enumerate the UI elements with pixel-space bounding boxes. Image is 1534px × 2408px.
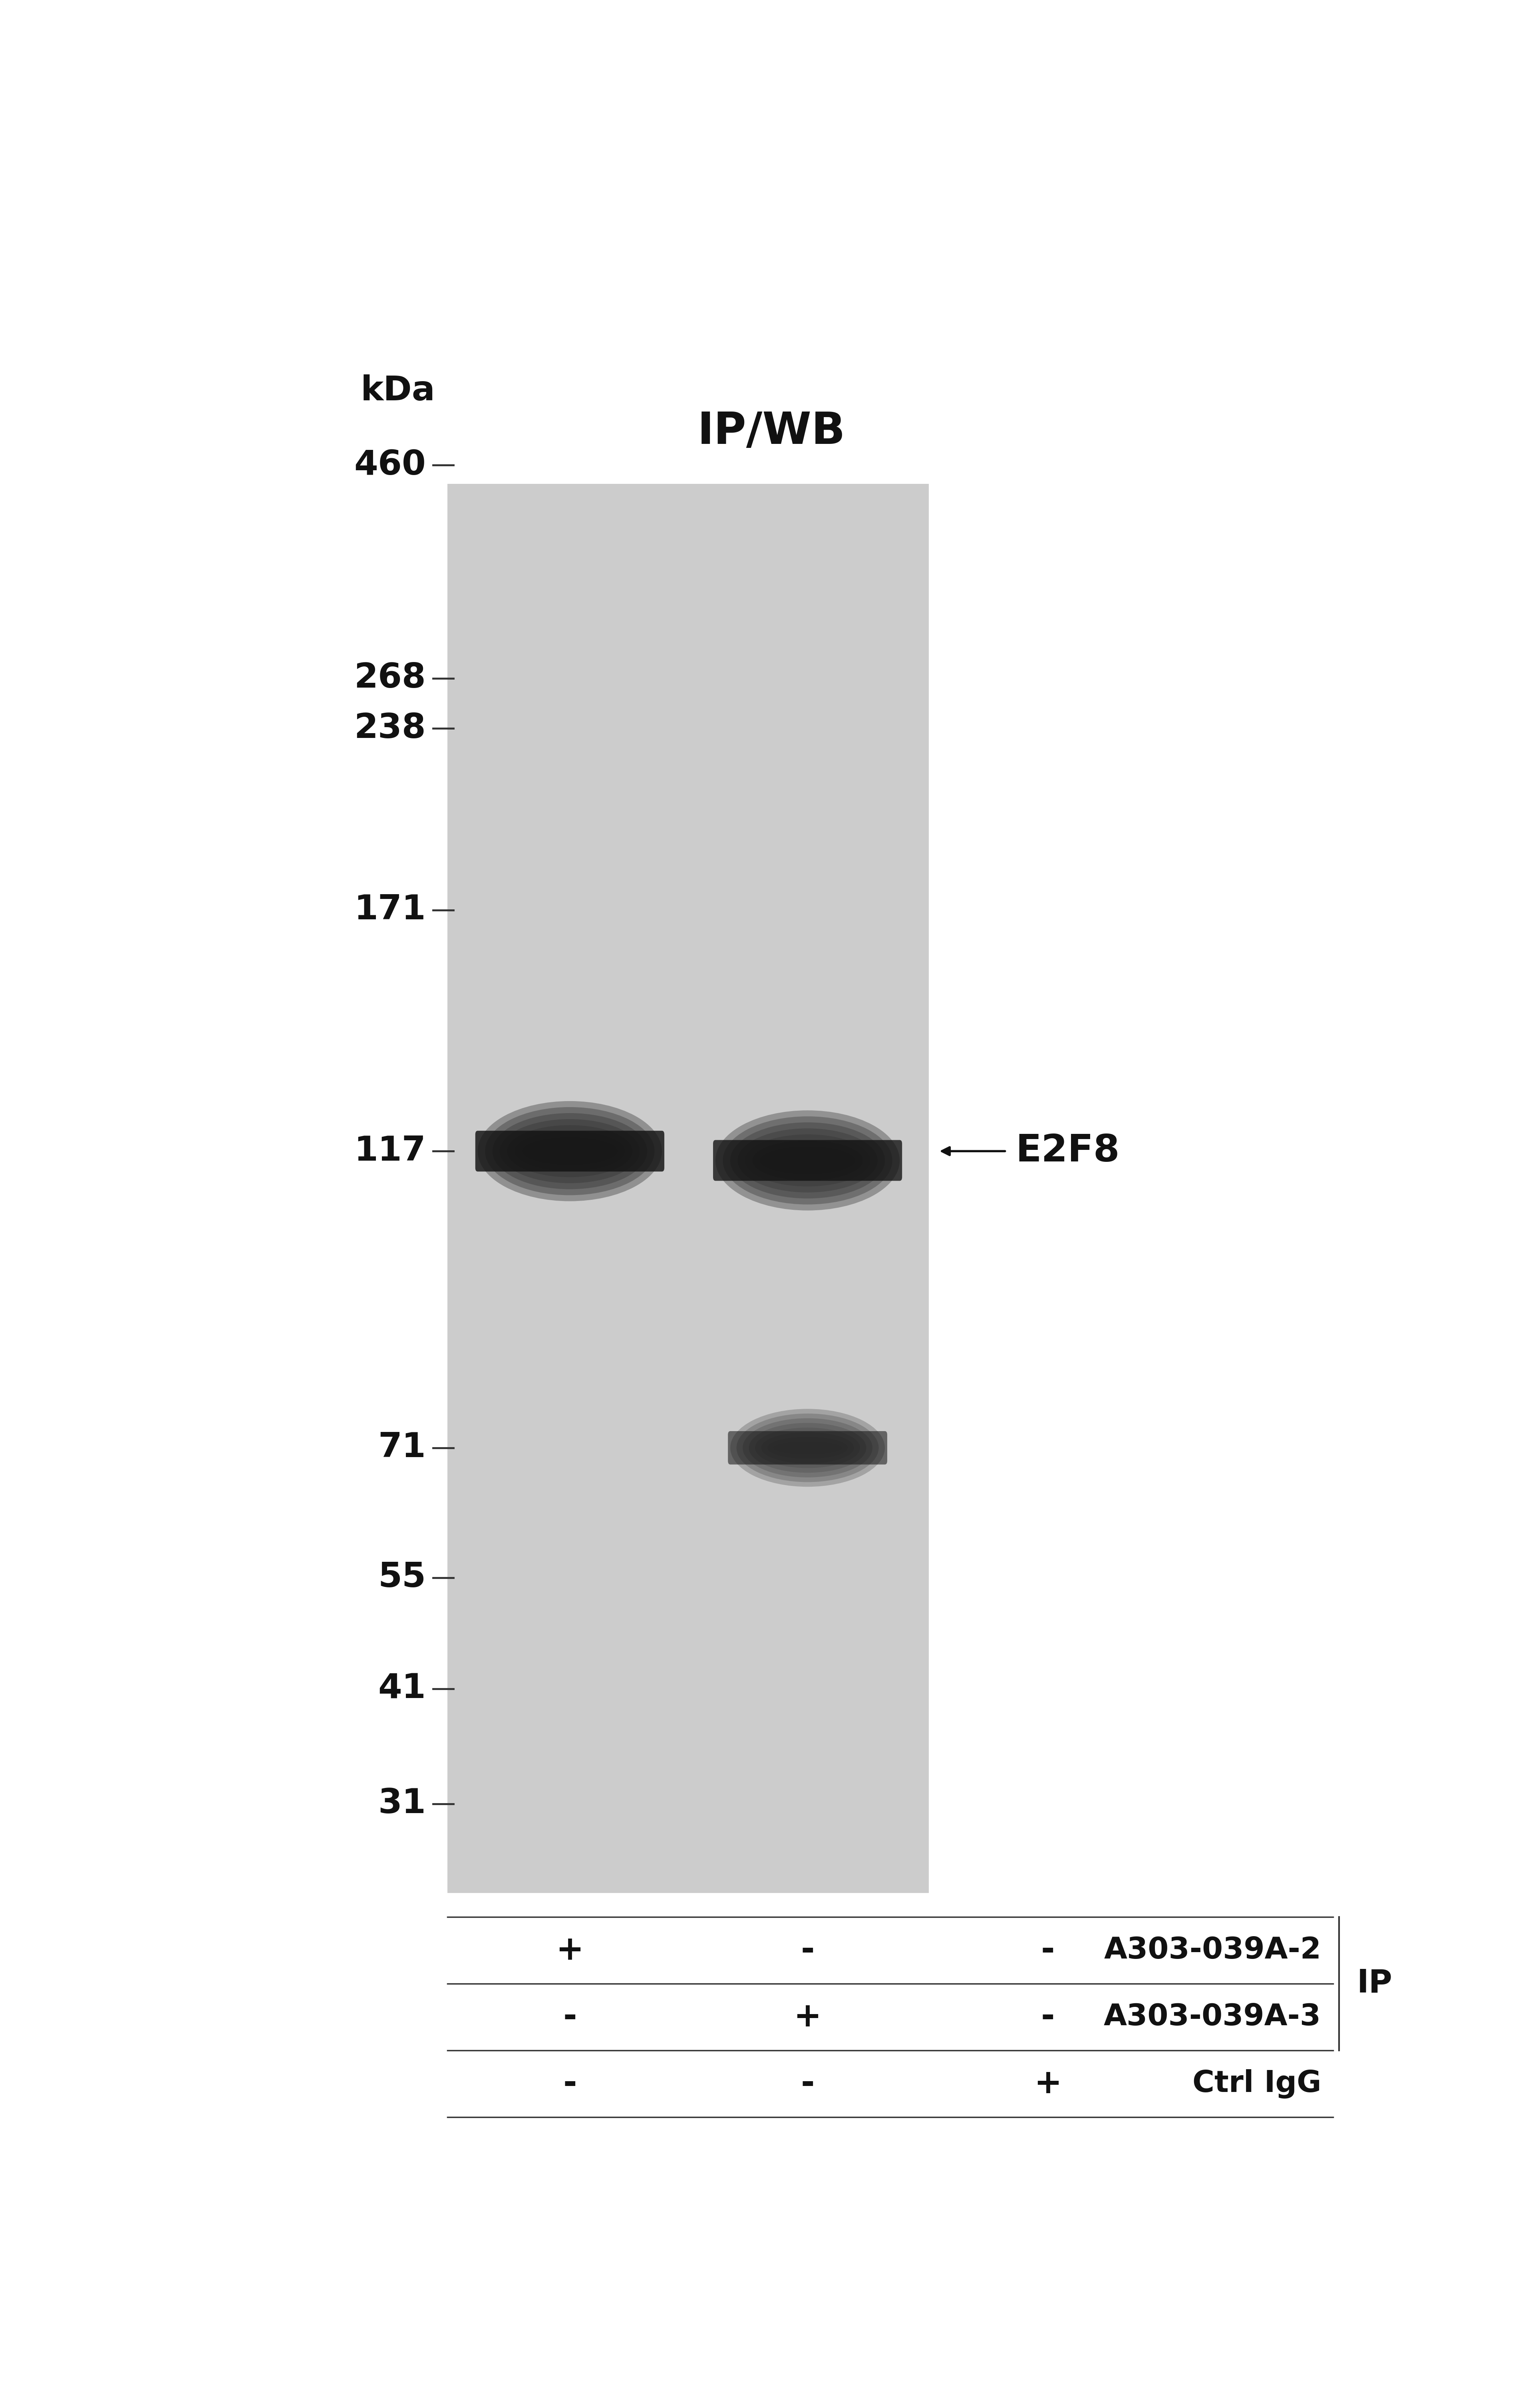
- Ellipse shape: [508, 1125, 632, 1178]
- Text: IP/WB: IP/WB: [698, 409, 845, 453]
- Ellipse shape: [738, 1129, 877, 1192]
- Text: Ctrl IgG: Ctrl IgG: [1192, 2068, 1321, 2097]
- Ellipse shape: [715, 1110, 900, 1211]
- Text: 268: 268: [354, 662, 426, 696]
- Text: 238: 238: [354, 713, 426, 744]
- Ellipse shape: [514, 1132, 624, 1170]
- Text: 41: 41: [377, 1671, 426, 1705]
- Ellipse shape: [759, 1146, 856, 1175]
- Text: 171: 171: [354, 893, 426, 927]
- Ellipse shape: [730, 1122, 885, 1199]
- FancyBboxPatch shape: [476, 1132, 664, 1173]
- Text: A303-039A-2: A303-039A-2: [1104, 1936, 1321, 1965]
- Ellipse shape: [746, 1134, 870, 1187]
- Text: 460: 460: [354, 448, 426, 482]
- Text: 55: 55: [377, 1560, 426, 1594]
- Text: 31: 31: [377, 1787, 426, 1820]
- Text: -: -: [563, 2068, 577, 2100]
- Text: A303-039A-3: A303-039A-3: [1104, 2003, 1321, 2032]
- FancyBboxPatch shape: [713, 1139, 902, 1180]
- FancyBboxPatch shape: [729, 1430, 887, 1464]
- Ellipse shape: [723, 1117, 893, 1204]
- Ellipse shape: [736, 1413, 879, 1481]
- Ellipse shape: [477, 1100, 663, 1202]
- Text: +: +: [1034, 2068, 1062, 2100]
- Ellipse shape: [755, 1428, 861, 1469]
- Text: kDa: kDa: [360, 373, 436, 407]
- FancyBboxPatch shape: [448, 484, 928, 1893]
- Ellipse shape: [730, 1409, 885, 1486]
- Text: -: -: [563, 2001, 577, 2032]
- Text: +: +: [555, 1934, 584, 1967]
- Text: -: -: [1040, 2001, 1055, 2032]
- Ellipse shape: [492, 1112, 647, 1190]
- Ellipse shape: [752, 1141, 862, 1180]
- Text: -: -: [1040, 1934, 1055, 1967]
- Text: 71: 71: [377, 1430, 426, 1464]
- Ellipse shape: [767, 1438, 848, 1459]
- Ellipse shape: [500, 1120, 640, 1182]
- Ellipse shape: [742, 1418, 873, 1479]
- Text: 117: 117: [354, 1134, 426, 1168]
- Ellipse shape: [485, 1108, 655, 1194]
- Text: +: +: [793, 2001, 822, 2032]
- Ellipse shape: [761, 1433, 854, 1464]
- Text: IP: IP: [1356, 1967, 1393, 1999]
- Ellipse shape: [522, 1137, 618, 1165]
- Text: -: -: [801, 2068, 815, 2100]
- Text: E2F8: E2F8: [1016, 1132, 1120, 1170]
- Text: -: -: [801, 1934, 815, 1967]
- Ellipse shape: [749, 1423, 867, 1474]
